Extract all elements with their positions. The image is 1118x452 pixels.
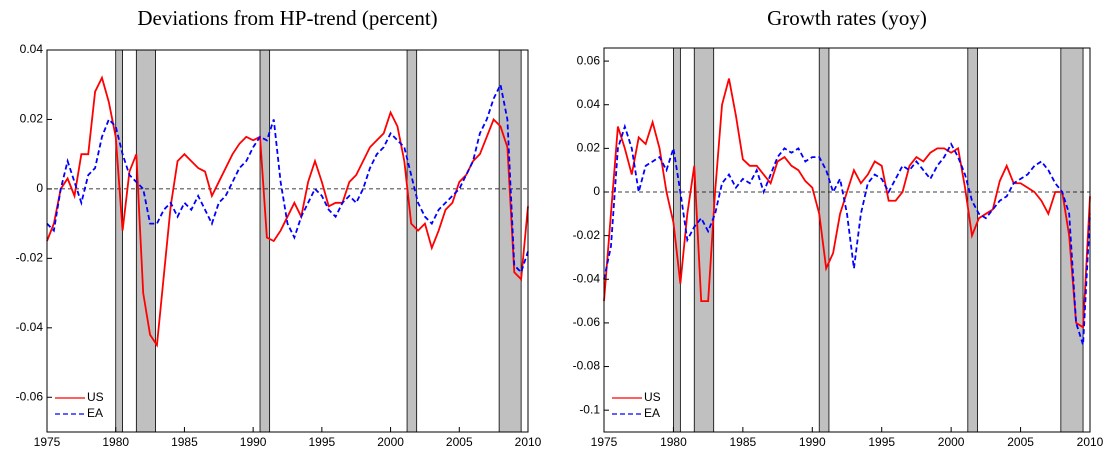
plot-area — [47, 50, 528, 432]
x-tick-label: 1980 — [102, 435, 129, 449]
y-tick-label: 0.04 — [577, 97, 601, 111]
y-tick-label: -0.04 — [16, 320, 44, 334]
shaded-period — [135, 49, 156, 433]
y-tick-label: -0.06 — [573, 315, 601, 329]
legend-label: EA — [87, 406, 103, 420]
y-tick-label: 0 — [593, 184, 600, 198]
x-tick-label: 1985 — [730, 435, 757, 449]
y-tick-label: -0.04 — [573, 271, 601, 285]
shaded-period — [498, 49, 522, 433]
shaded-period — [406, 49, 418, 433]
series-line — [46, 81, 529, 274]
x-tick-label: 1975 — [591, 435, 618, 449]
legend-label: US — [644, 390, 661, 404]
x-tick-label: 2010 — [1077, 435, 1104, 449]
series-line — [603, 123, 1091, 346]
axes-frame — [603, 47, 1091, 433]
x-tick-label: 2000 — [377, 435, 404, 449]
panel: Deviations from HP-trend (percent) -0.06 -… — [16, 6, 542, 449]
y-tick-label: -0.02 — [573, 228, 601, 242]
y-tick-label: 0.02 — [577, 141, 601, 155]
y-tick-label: 0.02 — [20, 112, 44, 126]
y-tick-label: 0.06 — [577, 53, 601, 67]
axes-frame — [46, 49, 529, 433]
shaded-period — [115, 49, 123, 433]
shaded-period — [673, 47, 681, 433]
x-tick-label: 2005 — [446, 435, 473, 449]
y-tick-label: -0.1 — [579, 402, 600, 416]
legend-label: US — [87, 390, 104, 404]
x-tick-label: 2010 — [515, 435, 542, 449]
x-tick-label: 1995 — [309, 435, 336, 449]
x-tick-label: 1990 — [240, 435, 267, 449]
y-tick-label: 0 — [36, 181, 43, 195]
x-tick-label: 2000 — [938, 435, 965, 449]
y-tick-label: -0.06 — [16, 389, 44, 403]
x-tick-label: 1990 — [799, 435, 826, 449]
shaded-period — [1060, 47, 1084, 433]
shaded-period — [967, 47, 978, 433]
x-tick-label: 1995 — [868, 435, 895, 449]
series-line — [46, 75, 529, 348]
shaded-period — [259, 49, 271, 433]
y-tick-label: -0.02 — [16, 251, 44, 265]
y-tick-label: -0.08 — [573, 359, 601, 373]
x-tick-label: 2005 — [1007, 435, 1034, 449]
series-line — [603, 78, 1091, 329]
x-tick-label: 1975 — [34, 435, 61, 449]
y-tick-label: 0.04 — [20, 42, 44, 56]
shaded-period — [818, 47, 830, 433]
chart-title: Deviations from HP-trend (percent) — [137, 6, 437, 30]
x-tick-label: 1985 — [171, 435, 198, 449]
chart-title: Growth rates (yoy) — [767, 6, 927, 30]
legend-label: EA — [644, 406, 660, 420]
x-tick-label: 1980 — [660, 435, 687, 449]
panel: Growth rates (yoy) -0.1 -0.08 -0.06 -0.04 -0.… — [573, 6, 1104, 449]
